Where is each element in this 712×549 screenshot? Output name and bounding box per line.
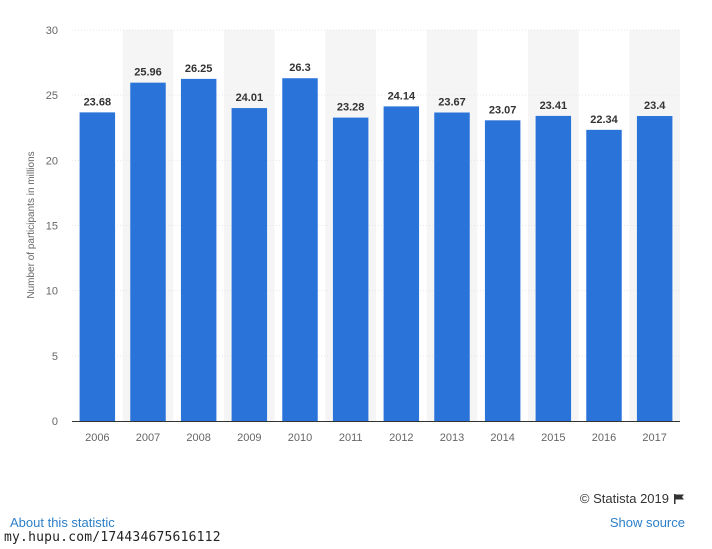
- x-tick-label: 2008: [186, 432, 210, 444]
- x-tick-label: 2013: [440, 432, 464, 444]
- data-label: 23.28: [337, 102, 365, 114]
- bar[interactable]: [282, 78, 318, 422]
- x-tick-label: 2016: [592, 432, 616, 444]
- data-label: 24.01: [236, 92, 264, 104]
- y-axis-ticks: 0 5 10 15 20 25 30: [46, 25, 58, 428]
- about-statistic-link[interactable]: About this statistic: [10, 515, 115, 530]
- data-label: 23.4: [644, 100, 666, 112]
- statista-credit: © Statista 2019: [580, 491, 685, 506]
- bar[interactable]: [636, 116, 673, 422]
- watermark-text: my.hupu.com/174434675616112: [4, 530, 221, 545]
- y-tick-label: 20: [46, 155, 58, 167]
- bar[interactable]: [79, 112, 116, 421]
- x-tick-label: 2015: [541, 432, 565, 444]
- y-tick-label: 5: [52, 351, 58, 363]
- data-label: 22.34: [590, 114, 618, 126]
- x-tick-label: 2017: [642, 432, 666, 444]
- data-label: 25.96: [134, 67, 162, 79]
- bar[interactable]: [231, 108, 268, 421]
- bar[interactable]: [434, 112, 470, 421]
- bar[interactable]: [130, 82, 166, 421]
- bar[interactable]: [180, 78, 217, 421]
- bars: [79, 78, 673, 422]
- y-tick-label: 25: [46, 90, 58, 102]
- x-tick-label: 2012: [389, 432, 413, 444]
- y-tick-label: 0: [52, 416, 58, 428]
- x-tick-label: 2014: [490, 432, 514, 444]
- bar[interactable]: [484, 120, 521, 422]
- show-source-link[interactable]: Show source: [609, 515, 685, 530]
- data-label: 23.41: [540, 100, 568, 112]
- bar[interactable]: [383, 106, 420, 421]
- y-tick-label: 15: [46, 221, 58, 233]
- credit-text: © Statista 2019: [579, 491, 669, 506]
- data-label: 26.25: [185, 63, 213, 75]
- x-tick-label: 2009: [237, 432, 261, 444]
- x-tick-label: 2010: [288, 432, 312, 444]
- value-labels: 23.68 25.96 26.25 24.01 26.3 23.28 24.14 23.67 2…: [84, 62, 667, 126]
- y-tick-label: 10: [46, 286, 58, 298]
- grid-lines: [72, 29, 680, 357]
- y-tick-label: 30: [46, 25, 58, 37]
- flag-icon[interactable]: [673, 493, 685, 505]
- x-axis-ticks: 2006 2007 2008 2009 2010 2011 2012 2013 2014 2015…: [85, 432, 667, 444]
- data-label: 26.3: [289, 62, 310, 74]
- data-label: 23.07: [489, 104, 517, 116]
- bar[interactable]: [332, 117, 369, 422]
- data-label: 23.67: [438, 97, 466, 109]
- data-label: 24.14: [388, 90, 416, 102]
- x-tick-label: 2006: [85, 432, 109, 444]
- data-label: 23.68: [84, 96, 112, 108]
- x-tick-label: 2007: [136, 432, 160, 444]
- y-axis-label: Number of participants in millions: [26, 151, 37, 298]
- x-tick-label: 2011: [339, 432, 363, 444]
- bar-chart: 0 5 10 15 20 25 30 Number of participants in m…: [26, 25, 680, 444]
- bar[interactable]: [586, 129, 622, 421]
- bar[interactable]: [535, 115, 572, 422]
